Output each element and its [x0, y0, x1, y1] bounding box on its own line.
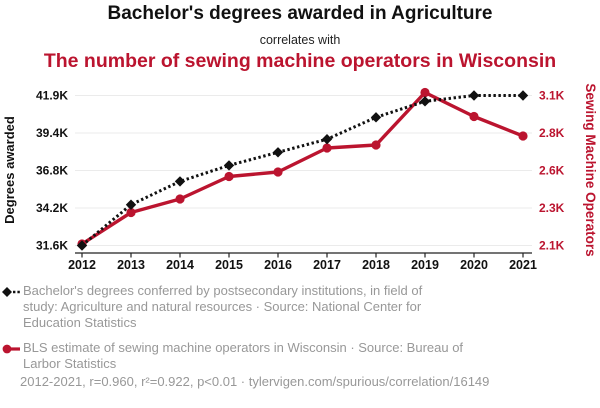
- left-y-tick-label: 34.2K: [36, 201, 68, 215]
- right-y-tick-label: 3.1K: [539, 89, 565, 103]
- legend-text-sewing: BLS estimate of sewing machine operators…: [23, 340, 463, 372]
- x-tick-label: 2013: [117, 258, 145, 272]
- legend-item-degrees: Bachelor's degrees conferred by postseco…: [2, 283, 598, 331]
- line-chart: 31.6K 2.1K 34.2K 2.3K 36.8K 2.6K 39.4K 2.8K 41.9…: [2, 83, 598, 272]
- degrees-data-point: [125, 199, 137, 210]
- degrees-data-point: [272, 147, 284, 158]
- degrees-data-point: [468, 90, 480, 101]
- title-connector: correlates with: [259, 33, 341, 47]
- sewing-data-point: [224, 171, 234, 182]
- page-title: Bachelor's degrees awarded in Agricultur…: [107, 3, 493, 24]
- sewing-series-line: [81, 90, 524, 246]
- page-subtitle: The number of sewing machine operators i…: [43, 50, 557, 72]
- sewing-data-point: [126, 207, 136, 218]
- degrees-data-point: [419, 96, 431, 107]
- x-tick-label: 2012: [68, 258, 96, 272]
- degrees-data-point: [76, 240, 88, 251]
- x-tick-label: 2018: [362, 258, 390, 272]
- left-y-tick-label: 41.9K: [36, 89, 68, 103]
- red-solid-circle-legend-icon: [2, 344, 20, 354]
- legend: Bachelor's degrees conferred by postseco…: [2, 283, 598, 372]
- legend-text-degrees: Bachelor's degrees conferred by postseco…: [23, 283, 422, 331]
- x-tick-label: 2014: [166, 258, 194, 272]
- degrees-data-point: [370, 112, 382, 123]
- left-axis-title: Degrees awarded: [2, 116, 17, 224]
- sewing-data-point: [469, 111, 479, 122]
- right-y-tick-label: 2.1K: [539, 239, 565, 253]
- left-y-tick-label: 39.4K: [36, 126, 68, 140]
- x-tick-label: 2021: [509, 258, 537, 272]
- degrees-data-point: [174, 176, 186, 187]
- degrees-data-point: [321, 133, 333, 145]
- black-dotted-diamond-legend-icon: [2, 287, 20, 297]
- x-tick-label: 2020: [460, 258, 488, 272]
- x-tick-label: 2016: [264, 258, 292, 272]
- degrees-data-point: [517, 90, 529, 101]
- degrees-series-line: [81, 94, 523, 247]
- legend-item-sewing: BLS estimate of sewing machine operators…: [2, 340, 598, 372]
- right-y-tick-label: 2.8K: [539, 126, 565, 140]
- degrees-data-point: [223, 160, 235, 171]
- left-y-tick-label: 31.6K: [36, 239, 68, 253]
- right-axis-title: Sewing Machine Operators: [583, 83, 598, 256]
- x-tick-label: 2015: [215, 258, 243, 272]
- legend-line: Education Statistics: [23, 315, 137, 330]
- sewing-data-point: [322, 143, 332, 153]
- legend-line: study: Agriculture and natural resources…: [23, 299, 422, 314]
- right-y-tick-label: 2.6K: [539, 164, 565, 178]
- right-y-tick-label: 2.3K: [539, 201, 565, 215]
- sewing-data-point: [371, 140, 381, 150]
- legend-line: Bachelor's degrees conferred by postseco…: [23, 283, 423, 298]
- stats-footer: 2012-2021, r=0.960, r²=0.922, p<0.01 · t…: [20, 374, 490, 389]
- x-tick-label: 2019: [411, 258, 439, 272]
- x-tick-label: 2017: [313, 258, 341, 272]
- sewing-data-point: [175, 194, 185, 204]
- legend-line: BLS estimate of sewing machine operators…: [23, 340, 464, 355]
- left-y-tick-label: 36.8K: [36, 164, 68, 178]
- sewing-data-point: [420, 87, 430, 98]
- sewing-data-point: [273, 167, 283, 177]
- sewing-data-point: [518, 131, 528, 141]
- legend-line: Larbor Statistics: [23, 356, 117, 371]
